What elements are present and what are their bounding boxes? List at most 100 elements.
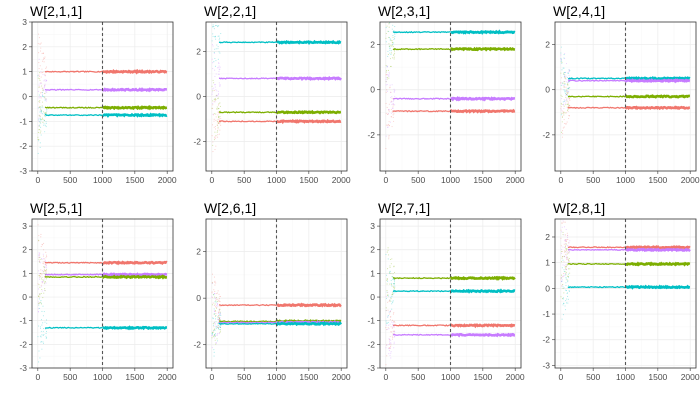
x-tick-label: 1500 bbox=[299, 372, 318, 382]
burnin-draw bbox=[563, 111, 565, 113]
burnin-draw bbox=[390, 339, 392, 341]
burnin-draw bbox=[563, 273, 565, 275]
burnin-draw bbox=[42, 315, 44, 317]
burnin-draw bbox=[388, 19, 389, 20]
y-tick-label: 0 bbox=[545, 283, 550, 293]
burnin-draw bbox=[390, 310, 392, 312]
panel-5: 0 500 1000 1500 2000 -3 -2 -1 0 1 2 3W[2,5,1] bbox=[19, 200, 176, 382]
burnin-draw bbox=[215, 342, 217, 344]
burnin-draw bbox=[388, 73, 390, 75]
burnin-draw bbox=[565, 100, 567, 102]
burnin-draw bbox=[393, 325, 395, 327]
burnin-draw bbox=[38, 350, 40, 352]
burnin-draw bbox=[218, 298, 221, 300]
burnin-draw bbox=[388, 324, 390, 326]
burnin-draw bbox=[214, 280, 216, 282]
burnin-draw bbox=[393, 113, 395, 115]
trace-chain-2 bbox=[624, 94, 690, 99]
panel-1: 0 500 1000 1500 2000 -3 -2 -1 0 1 2 3W[2,1,1] bbox=[19, 3, 176, 185]
burnin-draw bbox=[39, 335, 41, 337]
burnin-draw bbox=[388, 109, 391, 111]
x-tick-label: 1000 bbox=[441, 175, 460, 185]
burnin-draw bbox=[568, 87, 570, 89]
burnin-draw bbox=[217, 93, 220, 95]
burnin-draw bbox=[567, 71, 569, 74]
trace-cyan bbox=[385, 253, 516, 324]
burnin-draw bbox=[563, 76, 565, 78]
burnin-draw bbox=[563, 107, 565, 110]
burnin-draw bbox=[387, 280, 389, 282]
trace-red bbox=[385, 292, 516, 366]
burnin-draw bbox=[39, 273, 42, 275]
burnin-draw bbox=[39, 252, 41, 254]
burnin-draw bbox=[560, 94, 562, 96]
burnin-draw bbox=[394, 331, 396, 333]
burnin-draw bbox=[37, 301, 39, 303]
burnin-draw bbox=[567, 101, 569, 103]
trace-cyan bbox=[37, 75, 168, 155]
burnin-draw bbox=[568, 69, 570, 71]
burnin-draw bbox=[211, 304, 213, 306]
y-tick-label: 2 bbox=[196, 46, 201, 56]
burnin-draw bbox=[42, 253, 44, 255]
burnin-draw bbox=[37, 136, 39, 138]
burnin-draw bbox=[565, 239, 567, 241]
burnin-draw bbox=[565, 93, 567, 95]
trace-chain-1 bbox=[44, 106, 103, 109]
burnin-draw bbox=[560, 229, 562, 231]
burnin-draw bbox=[218, 69, 220, 71]
trace-chain-1 bbox=[567, 285, 626, 289]
burnin-draw bbox=[392, 107, 394, 110]
burnin-draw bbox=[37, 224, 39, 226]
x-tick-label: 500 bbox=[237, 372, 251, 382]
panel-3: 0 500 1000 1500 2000 -2 0 2 W[2,3,1] bbox=[367, 3, 524, 185]
burnin-draw bbox=[391, 95, 393, 98]
burnin-draw bbox=[566, 268, 568, 270]
traces bbox=[211, 22, 342, 153]
burnin-draw bbox=[393, 330, 395, 332]
burnin-draw bbox=[219, 331, 221, 334]
burnin-draw bbox=[38, 325, 40, 327]
burnin-draw bbox=[43, 267, 45, 269]
burnin-draw bbox=[39, 357, 41, 359]
burnin-draw bbox=[389, 45, 391, 47]
burnin-draw bbox=[394, 279, 396, 281]
burnin-draw bbox=[389, 266, 391, 269]
burnin-draw bbox=[567, 258, 569, 260]
burnin-draw bbox=[386, 283, 388, 285]
y-tick-label: -3 bbox=[367, 363, 375, 373]
burnin-draw bbox=[390, 298, 392, 300]
burnin-draw bbox=[567, 244, 569, 247]
burnin-draw bbox=[38, 295, 40, 297]
burnin-draw bbox=[388, 26, 390, 28]
trace-red bbox=[560, 77, 691, 138]
burnin-draw bbox=[215, 119, 217, 121]
burnin-draw bbox=[44, 259, 46, 261]
burnin-draw bbox=[219, 42, 221, 45]
burnin-draw bbox=[566, 298, 568, 300]
burnin-draw bbox=[563, 302, 565, 304]
burnin-draw bbox=[42, 52, 44, 54]
burnin-draw bbox=[220, 314, 222, 317]
burnin-draw bbox=[216, 326, 218, 329]
burnin-draw bbox=[569, 105, 571, 107]
y-tick-label: 0 bbox=[545, 85, 550, 95]
burnin-draw bbox=[44, 56, 46, 58]
burnin-draw bbox=[394, 336, 396, 338]
burnin-draw bbox=[563, 54, 565, 56]
burnin-draw bbox=[560, 54, 562, 56]
burnin-draw bbox=[387, 309, 389, 311]
burnin-draw bbox=[45, 80, 47, 82]
burnin-draw bbox=[565, 98, 567, 100]
burnin-draw bbox=[393, 320, 395, 322]
burnin-draw bbox=[386, 76, 388, 79]
panel-title: W[2,2,1] bbox=[204, 3, 256, 19]
burnin-draw bbox=[218, 62, 220, 64]
burnin-draw bbox=[564, 122, 566, 125]
burnin-draw bbox=[393, 88, 395, 90]
burnin-draw bbox=[562, 132, 564, 134]
burnin-draw bbox=[211, 85, 213, 87]
burnin-draw bbox=[40, 278, 42, 280]
burnin-draw bbox=[215, 145, 217, 147]
burnin-draw bbox=[389, 342, 391, 344]
